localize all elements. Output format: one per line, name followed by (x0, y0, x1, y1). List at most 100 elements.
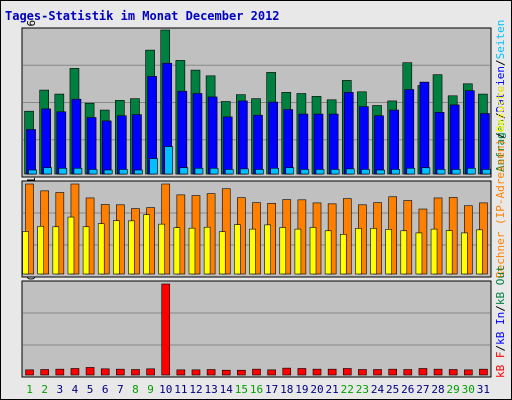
besuche-bar (385, 229, 392, 275)
panel-3-background (21, 280, 492, 378)
legend-entry: / (494, 132, 507, 139)
kb-f-bar (448, 369, 458, 376)
seiten-bar (149, 158, 158, 175)
besuche-bar (37, 225, 44, 275)
day-label: 17 (265, 383, 278, 396)
besuche-bar (67, 216, 75, 275)
besuche-bar (249, 228, 256, 275)
day-label: 8 (132, 383, 139, 396)
chart-title: Tages-Statistik im Monat December 2012 (5, 9, 280, 23)
kb-f-bar (464, 369, 473, 376)
legend-entry: Besuche (494, 86, 507, 132)
dateien-bar (374, 115, 384, 175)
besuche-bar (370, 228, 377, 275)
kb-f-bar (206, 369, 216, 376)
kb-f-bar (146, 368, 155, 376)
day-label: 9 (147, 383, 154, 396)
dateien-bar (404, 89, 415, 175)
seiten-bar (482, 169, 491, 175)
besuche-bar (445, 230, 453, 275)
dateien-bar (449, 104, 460, 175)
dateien-bar (419, 81, 430, 175)
kb-f-bar (479, 368, 488, 376)
dateien-bar (313, 113, 324, 175)
besuche-bar (22, 231, 29, 275)
legend-entry: / (494, 59, 507, 66)
besuche-bar (82, 226, 90, 275)
seiten-bar (315, 169, 325, 175)
seiten-bar (391, 169, 400, 175)
dateien-bar (117, 115, 127, 175)
besuche-bar (203, 226, 211, 275)
besuche-bar (355, 228, 362, 275)
dateien-bar (480, 113, 490, 175)
day-label: 26 (401, 383, 414, 396)
day-label: 7 (117, 383, 124, 396)
seiten-bar (330, 169, 340, 175)
besuche-bar (143, 214, 150, 275)
besuche-bar (52, 226, 60, 275)
kb-f-bar (131, 369, 140, 376)
day-label: 20 (310, 383, 323, 396)
dateien-bar (56, 111, 67, 175)
dateien-bar (26, 129, 36, 175)
legend-entry: kB Out (494, 265, 507, 305)
besuche-bar (97, 223, 105, 275)
besuche-bar (294, 228, 302, 275)
kb-f-bar (312, 368, 322, 376)
kb-f-bar (433, 368, 443, 376)
besuche-bar (218, 231, 226, 275)
kb-f-bar (40, 369, 49, 376)
seiten-bar (179, 167, 189, 175)
day-label: 28 (431, 383, 444, 396)
seiten-bar (345, 168, 355, 175)
kb-f-bar (252, 368, 261, 376)
besuche-bar (128, 220, 135, 275)
legend-entry: Anfragen (494, 119, 507, 172)
kb-f-bar (221, 369, 231, 376)
seiten-bar (240, 168, 249, 175)
kb-f-bar (342, 368, 352, 376)
day-label: 6 (102, 383, 109, 396)
kb-f-bar (55, 368, 65, 376)
kb-f-bar (388, 368, 397, 376)
legend-entry: Dateien (494, 66, 507, 112)
kb-f-bar (116, 368, 125, 376)
besuche-bar (188, 227, 196, 275)
besuche-bar (309, 227, 317, 275)
day-label: 2 (41, 383, 48, 396)
dateien-bar (71, 98, 82, 175)
legend-panel-3: kB F/kB In/kB Out (494, 265, 507, 378)
seiten-bar (255, 169, 264, 175)
dateien-bar (177, 90, 188, 175)
kb-f-bar (25, 369, 34, 376)
legend-panel-2: Rechner (IP-Adressen)/Besuche (494, 86, 507, 278)
seiten-bar (421, 167, 431, 175)
day-label: 23 (356, 383, 369, 396)
day-label: 31 (477, 383, 490, 396)
legend-entry: Seiten (494, 20, 507, 60)
seiten-bar (300, 169, 310, 175)
seiten-bar (58, 167, 68, 175)
besuche-bar (279, 227, 287, 275)
legend-entry: kB In (494, 312, 507, 345)
day-label: 29 (447, 383, 460, 396)
dateien-bar (465, 90, 475, 175)
seiten-bar (119, 169, 128, 175)
legend-entry: kB F (494, 352, 507, 379)
kb-f-bar (85, 367, 95, 376)
seiten-bar (28, 169, 37, 175)
seiten-bar (194, 167, 204, 175)
dateien-bar (101, 120, 112, 175)
dateien-bar (343, 92, 354, 175)
day-label: 11 (174, 383, 187, 396)
day-label: 24 (371, 383, 385, 396)
dateien-bar (222, 116, 233, 175)
day-label: 1 (26, 383, 33, 396)
day-label: 21 (326, 383, 339, 396)
dateien-bar (328, 113, 339, 175)
besuche-bar (430, 228, 438, 275)
legend-entry: / (494, 305, 507, 312)
seiten-bar (73, 167, 83, 175)
kb-f-bar (267, 369, 276, 376)
